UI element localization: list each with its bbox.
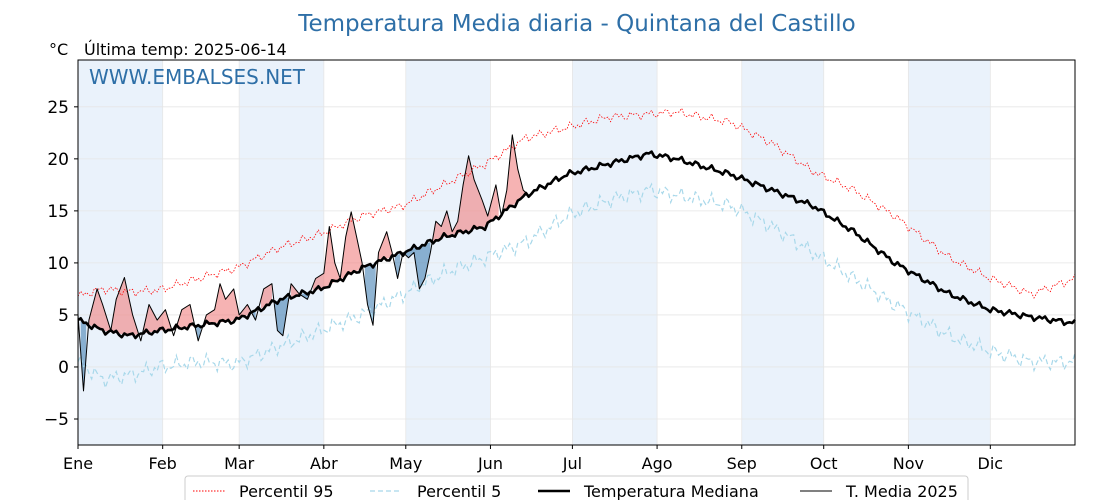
y-tick-label: 20 <box>47 150 69 170</box>
month-shade-nov <box>908 60 991 445</box>
x-tick-label: Oct <box>810 454 838 473</box>
above-median-fill <box>312 211 363 291</box>
legend-label-p95: Percentil 95 <box>239 482 334 500</box>
series-line-temperatura-mediana <box>77 150 1076 340</box>
y-tick-label: 25 <box>47 98 69 118</box>
below-median-fill <box>80 321 87 391</box>
unit-label: °C <box>49 40 68 59</box>
above-median-fill <box>176 304 193 329</box>
legend: Percentil 95 Percentil 5 Temperatura Med… <box>184 475 969 500</box>
above-median-fill <box>203 283 251 325</box>
x-tick-label: Dic <box>978 454 1004 473</box>
x-tick-label: Ago <box>642 454 673 473</box>
y-tick-label: 15 <box>47 202 69 222</box>
watermark: WWW.EMBALSES.NET <box>89 65 306 89</box>
below-median-fill <box>274 297 289 336</box>
chart-title: Temperatura Media diaria - Quintana del … <box>297 11 855 37</box>
y-tick-label: 10 <box>47 254 69 274</box>
x-tick-label: Mar <box>224 454 255 473</box>
below-median-fill <box>195 324 201 341</box>
x-axis: Ene Feb Mar Abr May Jun Jul Ago Sep Oct Nov Dic <box>63 445 1003 473</box>
series-line-t-media-2025 <box>77 134 530 392</box>
month-shade-sep <box>741 60 824 445</box>
above-median-fill <box>88 277 139 336</box>
x-tick-label: May <box>389 454 422 473</box>
month-shading <box>78 60 991 445</box>
y-tick-label: 5 <box>58 306 69 326</box>
x-tick-label: Abr <box>310 454 338 473</box>
plot-frame <box>77 59 1076 446</box>
y-tick-label: 0 <box>58 358 69 378</box>
below-median-fill <box>364 262 376 326</box>
x-tick-label: Ene <box>63 454 93 473</box>
below-median-fill <box>394 253 401 279</box>
x-tick-label: Feb <box>149 454 177 473</box>
legend-label-p5: Percentil 5 <box>417 482 501 500</box>
above-median-fill <box>378 231 393 262</box>
month-shade-jul <box>572 60 658 445</box>
x-tick-label: Sep <box>727 454 757 473</box>
x-tick-label: Jul <box>562 454 582 473</box>
deviation-fills <box>80 134 526 391</box>
series-line-percentil-5 <box>77 182 1076 391</box>
x-tick-label: Jun <box>477 454 503 473</box>
legend-label-median: Temperatura Mediana <box>583 482 759 500</box>
month-shade-ene <box>78 60 163 445</box>
x-tick-label: Nov <box>893 454 924 473</box>
above-median-fill <box>504 134 526 212</box>
series-lines <box>77 107 1076 392</box>
month-shade-mar <box>239 60 324 445</box>
y-tick-label: −5 <box>44 410 69 430</box>
last-temp-label: Última temp: 2025-06-14 <box>84 40 287 59</box>
y-axis: −5 0 5 10 15 20 25 <box>44 98 78 430</box>
legend-box <box>184 475 969 500</box>
legend-label-current: T. Media 2025 <box>845 482 958 500</box>
above-median-fill <box>433 155 499 242</box>
